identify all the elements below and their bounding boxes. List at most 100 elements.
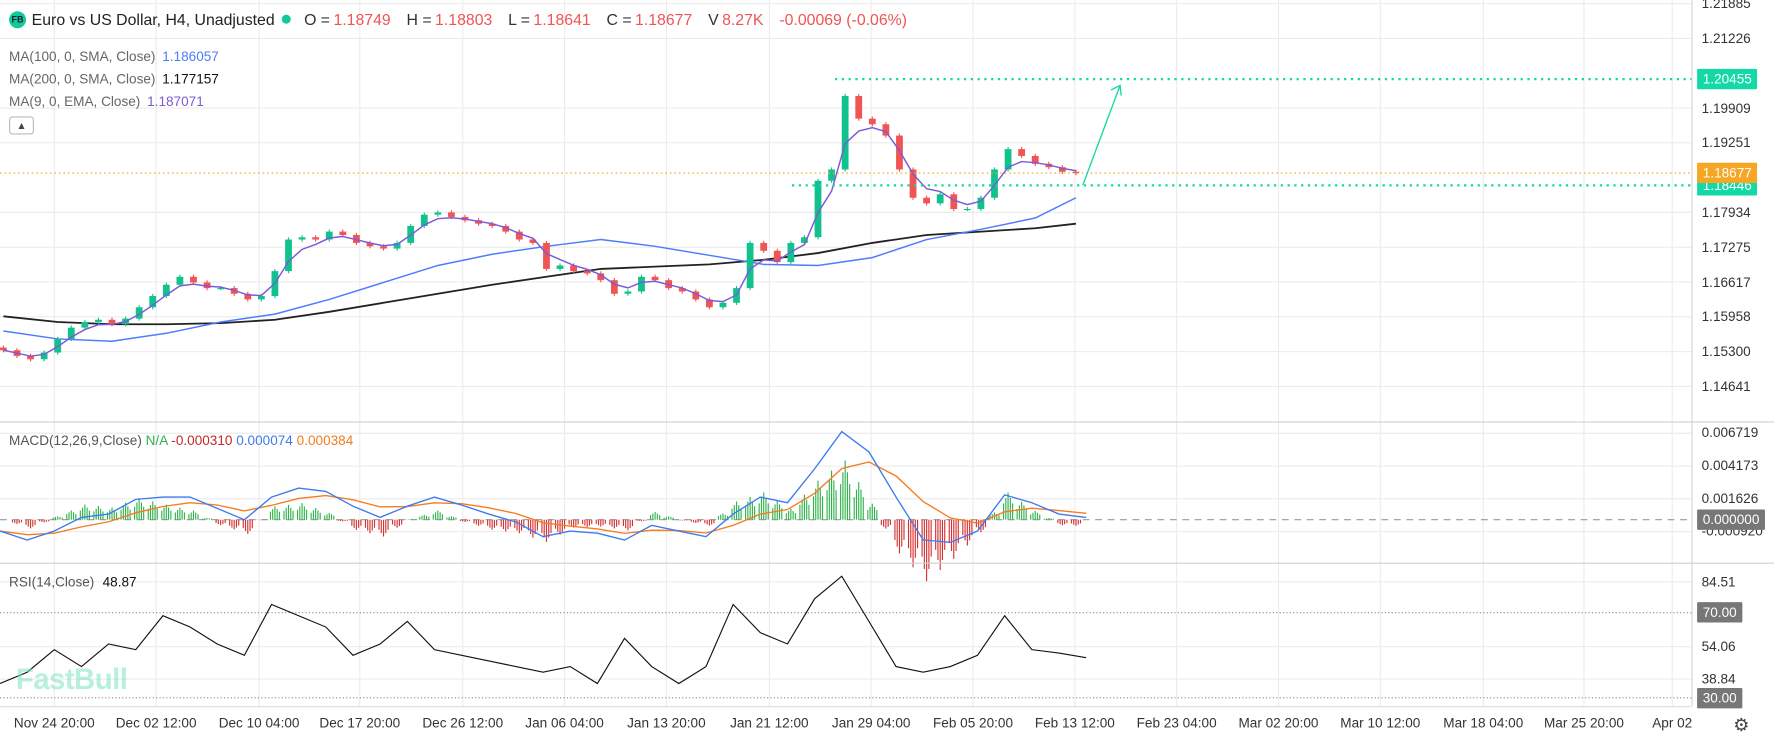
time-axis-label: Jan 13 20:00 (627, 715, 706, 731)
candle (298, 237, 306, 240)
ma100-line (3, 197, 1077, 342)
price-axis-label: 1.17275 (1701, 239, 1751, 256)
time-axis-label: Mar 10 12:00 (1340, 715, 1421, 731)
macd-axis-label: 0.006719 (1701, 425, 1759, 442)
price-axis-label: 1.17934 (1701, 204, 1751, 221)
candle (1031, 155, 1039, 164)
macd-zero-tag: 0.000000 (1697, 509, 1766, 530)
candle (325, 231, 333, 240)
rsi-axis-label: 54.06 (1701, 638, 1736, 655)
time-axis-label: Apr 02 (1652, 715, 1693, 731)
ma200-legend[interactable]: MA(200, 0, SMA, Close) 1.177157 (9, 71, 219, 87)
candle (801, 237, 808, 243)
candle (95, 319, 102, 322)
candle (746, 242, 754, 289)
gear-icon[interactable]: ⚙ (1733, 716, 1750, 736)
candle (285, 239, 292, 272)
open-label: O = (304, 10, 331, 29)
candle (529, 239, 537, 243)
time-axis-label: Nov 24 20:00 (13, 715, 95, 731)
rsi-legend[interactable]: RSI(14,Close) 48.87 (9, 574, 137, 590)
collapse-legend-button[interactable]: ▲ (9, 116, 34, 135)
price-axis-label: 1.19251 (1701, 134, 1751, 151)
candle (923, 197, 931, 204)
candle (583, 271, 591, 274)
macd-label: MACD(12,26,9,Close) (9, 432, 142, 449)
arrowhead-icon (1110, 84, 1122, 96)
macd-line (0, 430, 1087, 544)
candle (624, 291, 632, 294)
time-axis-label: Jan 21 12:00 (730, 715, 809, 731)
candle (963, 208, 971, 211)
market-status-icon (281, 14, 291, 24)
candle (257, 296, 265, 300)
target-price-tag: 1.20455 (1697, 68, 1758, 90)
rsi-level-tag: 30.00 (1697, 687, 1743, 708)
macd-signal-line (0, 461, 1087, 536)
candle (352, 234, 360, 243)
macd-value: -0.000310 (171, 432, 233, 449)
candle (773, 250, 781, 263)
candle (81, 321, 89, 328)
time-axis-label: Feb 13 12:00 (1034, 715, 1115, 731)
ma200-value: 1.177157 (162, 71, 219, 87)
pane-separator-macd[interactable] (0, 421, 1774, 423)
ema9-value: 1.187071 (147, 93, 204, 110)
candle (339, 231, 347, 235)
open-value: 1.18749 (333, 10, 391, 29)
macd-legend[interactable]: MACD(12,26,9,Close) N/A -0.000310 0.0000… (9, 433, 353, 449)
candle (190, 276, 197, 283)
candle (176, 276, 184, 285)
candle (40, 352, 48, 360)
ma100-legend[interactable]: MA(100, 0, SMA, Close) 1.186057 (9, 49, 219, 65)
volume-label: V (708, 10, 719, 29)
candle (760, 242, 768, 251)
high-value: 1.18803 (435, 10, 493, 29)
candle (977, 197, 985, 209)
rsi-line (0, 575, 1087, 685)
candle (896, 135, 903, 170)
symbol-title[interactable]: Euro vs US Dollar, H4, Unadjusted (31, 10, 275, 29)
candle (420, 214, 428, 226)
price-axis-label: 1.16617 (1701, 274, 1751, 290)
ma100-label: MA(100, 0, SMA, Close) (9, 48, 156, 65)
macd-hist-value: N/A (145, 432, 168, 449)
time-axis-label: Jan 06 04:00 (525, 715, 604, 731)
time-axis-label: Mar 25 20:00 (1543, 715, 1624, 731)
fastbull-logo: FB (9, 10, 27, 28)
macd-extra-value: 0.000384 (296, 432, 354, 449)
candle (719, 302, 727, 308)
candle (217, 288, 225, 290)
candle (841, 96, 849, 170)
time-axis-label: Feb 05 20:00 (932, 715, 1014, 731)
close-label: C = (606, 10, 632, 29)
price-axis-label: 1.21226 (1701, 30, 1751, 47)
candle (692, 291, 700, 300)
candle (651, 276, 659, 281)
pane-separator-rsi[interactable] (0, 562, 1774, 564)
rsi-axis-label: 38.84 (1701, 671, 1736, 687)
candle (54, 338, 62, 353)
price-axis-label: 1.15300 (1701, 343, 1751, 360)
time-axis-border (0, 706, 1692, 708)
candle (1058, 167, 1066, 172)
candle (366, 242, 374, 247)
candle (0, 347, 7, 351)
change-value: -0.00069 (-0.06%) (779, 10, 908, 29)
time-axis-label: Dec 02 12:00 (115, 715, 197, 731)
candle (502, 225, 510, 232)
candle (678, 288, 686, 292)
candle (828, 169, 835, 181)
time-axis-label: Dec 17 20:00 (319, 715, 401, 731)
time-axis-label: Mar 02 20:00 (1238, 715, 1319, 731)
time-axis-label: Feb 23 04:00 (1136, 715, 1217, 731)
price-axis-label: 1.19909 (1701, 100, 1751, 116)
candle (203, 282, 211, 289)
candle (950, 194, 958, 209)
time-axis-label: Dec 10 04:00 (218, 715, 300, 731)
candle (610, 280, 618, 294)
ema9-legend[interactable]: MA(9, 0, EMA, Close) 1.187071 (9, 94, 204, 110)
symbol-header: FB Euro vs US Dollar, H4, Unadjusted O =… (9, 10, 923, 28)
